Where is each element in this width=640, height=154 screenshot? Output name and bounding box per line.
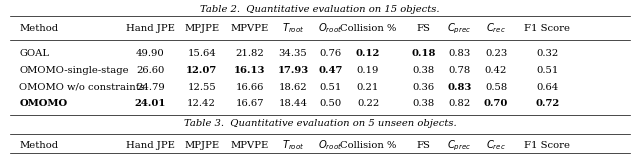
Text: 0.72: 0.72 [535, 99, 559, 108]
Text: F1 Score: F1 Score [524, 141, 570, 150]
Text: 12.55: 12.55 [188, 83, 216, 91]
Text: 0.58: 0.58 [485, 83, 507, 91]
Text: 0.64: 0.64 [536, 83, 558, 91]
Text: FS: FS [417, 24, 431, 33]
Text: 0.83: 0.83 [447, 83, 472, 91]
Text: MPJPE: MPJPE [184, 141, 219, 150]
Text: Method: Method [19, 141, 58, 150]
Text: $C_{prec}$: $C_{prec}$ [447, 138, 472, 153]
Text: 0.82: 0.82 [449, 99, 470, 108]
Text: 0.23: 0.23 [485, 49, 507, 58]
Text: Table 3.  Quantitative evaluation on 5 unseen objects.: Table 3. Quantitative evaluation on 5 un… [184, 119, 456, 128]
Text: OMOMO-single-stage: OMOMO-single-stage [19, 66, 129, 75]
Text: $C_{rec}$: $C_{rec}$ [486, 22, 506, 35]
Text: Collision %: Collision % [340, 24, 396, 33]
Text: F1 Score: F1 Score [524, 24, 570, 33]
Text: 0.51: 0.51 [319, 83, 341, 91]
Text: 0.38: 0.38 [413, 99, 435, 108]
Text: 0.50: 0.50 [319, 99, 341, 108]
Text: 0.83: 0.83 [449, 49, 470, 58]
Text: 0.70: 0.70 [484, 99, 508, 108]
Text: 0.12: 0.12 [356, 49, 380, 58]
Text: 16.67: 16.67 [236, 99, 264, 108]
Text: 21.82: 21.82 [236, 49, 264, 58]
Text: 49.90: 49.90 [136, 49, 164, 58]
Text: 15.64: 15.64 [188, 49, 216, 58]
Text: 18.62: 18.62 [279, 83, 307, 91]
Text: 0.51: 0.51 [536, 66, 558, 75]
Text: Hand JPE: Hand JPE [126, 24, 175, 33]
Text: Table 2.  Quantitative evaluation on 15 objects.: Table 2. Quantitative evaluation on 15 o… [200, 5, 440, 14]
Text: 0.36: 0.36 [413, 83, 435, 91]
Text: Method: Method [19, 24, 58, 33]
Text: 18.44: 18.44 [278, 99, 308, 108]
Text: 0.47: 0.47 [318, 66, 342, 75]
Text: MPVPE: MPVPE [230, 141, 269, 150]
Text: 16.13: 16.13 [234, 66, 266, 75]
Text: MPJPE: MPJPE [184, 24, 219, 33]
Text: $T_{root}$: $T_{root}$ [282, 22, 305, 35]
Text: 16.66: 16.66 [236, 83, 264, 91]
Text: 34.35: 34.35 [279, 49, 307, 58]
Text: Collision %: Collision % [340, 141, 396, 150]
Text: $O_{root}$: $O_{root}$ [318, 22, 342, 35]
Text: $T_{root}$: $T_{root}$ [282, 139, 305, 152]
Text: $O_{root}$: $O_{root}$ [318, 139, 342, 152]
Text: 12.42: 12.42 [187, 99, 216, 108]
Text: MPVPE: MPVPE [230, 24, 269, 33]
Text: 17.93: 17.93 [278, 66, 308, 75]
Text: FS: FS [417, 141, 431, 150]
Text: $C_{rec}$: $C_{rec}$ [486, 139, 506, 152]
Text: GOAL: GOAL [19, 49, 49, 58]
Text: 24.79: 24.79 [136, 83, 164, 91]
Text: 0.21: 0.21 [357, 83, 379, 91]
Text: 0.32: 0.32 [536, 49, 558, 58]
Text: 0.22: 0.22 [357, 99, 379, 108]
Text: 0.42: 0.42 [485, 66, 507, 75]
Text: 26.60: 26.60 [136, 66, 164, 75]
Text: 0.78: 0.78 [449, 66, 470, 75]
Text: OMOMO w/o constraints: OMOMO w/o constraints [19, 83, 145, 91]
Text: 0.19: 0.19 [357, 66, 379, 75]
Text: $C_{prec}$: $C_{prec}$ [447, 21, 472, 36]
Text: 0.38: 0.38 [413, 66, 435, 75]
Text: 12.07: 12.07 [186, 66, 217, 75]
Text: Hand JPE: Hand JPE [126, 141, 175, 150]
Text: 24.01: 24.01 [134, 99, 166, 108]
Text: 0.18: 0.18 [412, 49, 436, 58]
Text: OMOMO: OMOMO [19, 99, 67, 108]
Text: 0.76: 0.76 [319, 49, 341, 58]
